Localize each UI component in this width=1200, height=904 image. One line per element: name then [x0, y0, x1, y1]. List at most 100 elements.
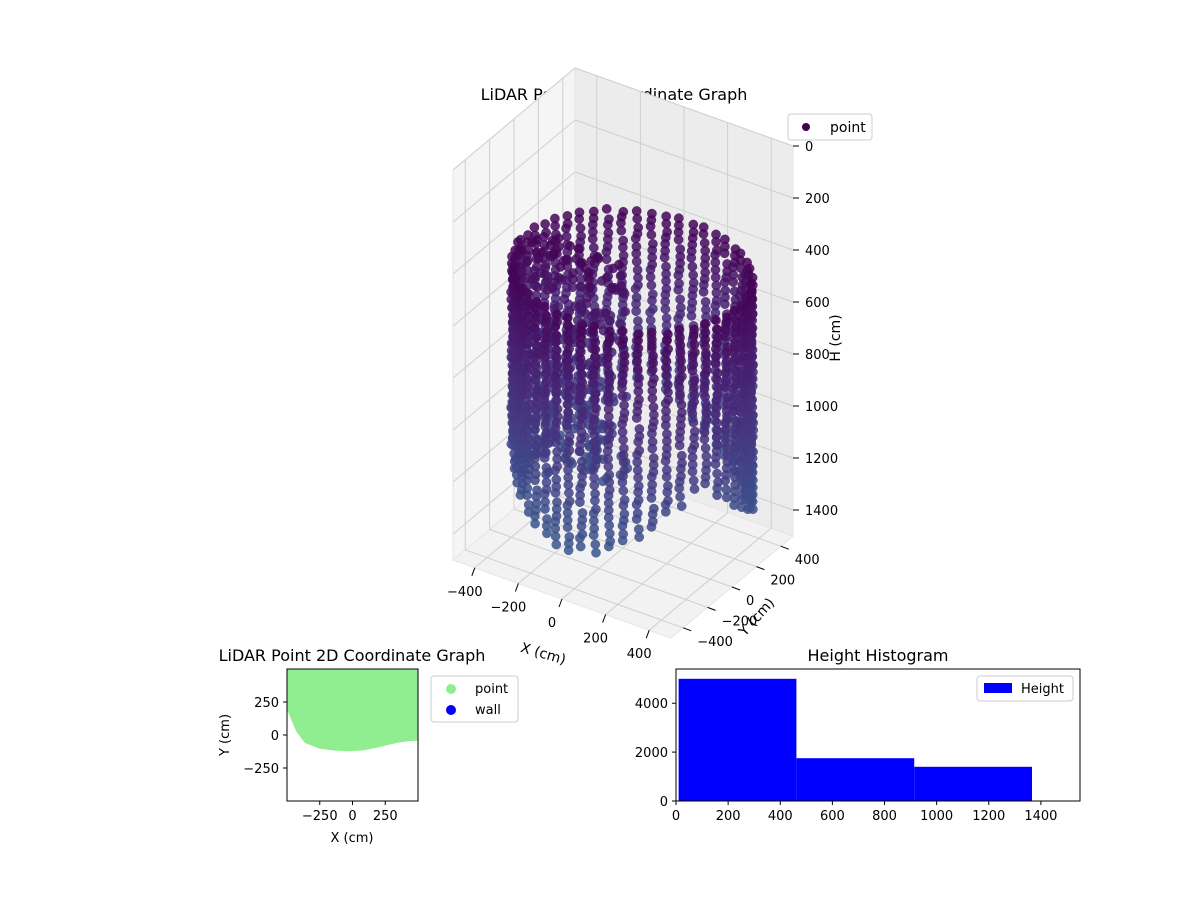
chart-3d-point: [540, 418, 551, 429]
chart-3d-point: [634, 373, 644, 383]
chart-3d-point: [531, 498, 542, 509]
chart-3d-point: [588, 227, 598, 237]
chart-2d-legend: point wall: [430, 675, 519, 723]
chart-3d-xtick-label: −200: [491, 600, 527, 615]
chart-3d-point: [577, 456, 587, 467]
chart-3d-point: [561, 254, 572, 265]
chart-3d-point: [688, 475, 699, 486]
chart-3d-point: [618, 435, 628, 445]
chart-3d-point: [577, 471, 587, 482]
chart-3d-point: [634, 431, 645, 442]
chart-3d-point: [589, 429, 600, 440]
chart-3d-point: [676, 471, 686, 482]
chart-3d-ytick-label: 400: [795, 553, 820, 568]
chart-2d-ticks: −250 0 250 −250 0 250: [243, 696, 397, 824]
chart-3d-legend-label-point: point: [830, 120, 866, 136]
chart-3d-point: [744, 263, 755, 274]
chart-3d-point: [547, 283, 558, 294]
chart-3d-point: [702, 365, 712, 376]
chart-3d-point: [597, 276, 607, 286]
chart-3d-point: [575, 541, 586, 552]
chart-3d-point: [522, 288, 532, 298]
chart-3d-point: [584, 267, 594, 278]
chart-3d-point: [575, 490, 585, 501]
chart-3d-point: [562, 515, 573, 526]
chart-3d-point: [661, 313, 672, 323]
chart-3d-point: [522, 339, 533, 350]
chart-3d-point: [564, 488, 574, 498]
chart-3d-point: [552, 461, 563, 472]
chart-3d-point: [523, 230, 533, 240]
histogram-bar: [914, 766, 1032, 801]
chart-3d-point: [660, 304, 671, 314]
chart-2d-point-region: [287, 669, 418, 752]
histogram-bars: [678, 678, 1032, 801]
chart-3d-point: [711, 351, 721, 362]
chart-3d-ztick-label: 0: [805, 140, 813, 155]
chart-3d-legend: point: [787, 113, 873, 141]
chart-3d-point: [648, 516, 658, 527]
chart-3d-point: [591, 504, 601, 515]
chart-3d-point: [737, 300, 747, 311]
chart-3d-point: [713, 332, 723, 343]
chart-3d-point: [677, 371, 687, 382]
chart-3d-zlabel: H (cm): [828, 314, 844, 361]
chart-3d-point: [618, 334, 629, 344]
chart-2d-xtick-label: 250: [373, 809, 398, 824]
chart-3d-point: [532, 297, 542, 308]
chart-3d-point: [589, 321, 600, 332]
chart-3d-point: [647, 208, 657, 219]
chart-3d-point: [618, 529, 629, 539]
chart-3d-point: [661, 406, 671, 416]
chart-3d-point: [564, 343, 574, 354]
chart-3d-xtick: [602, 614, 607, 623]
chart-3d-point: [522, 483, 533, 494]
chart-3d-point: [604, 419, 615, 430]
chart-3d-point: [673, 234, 684, 245]
chart-3d-point: [515, 403, 526, 414]
chart-3d-point: [561, 231, 572, 242]
chart-3d-point: [661, 507, 671, 517]
chart-3d-point: [575, 223, 586, 233]
chart-3d-point: [737, 452, 748, 463]
chart-3d-point: [618, 485, 629, 496]
chart-3d-point: [591, 547, 601, 558]
chart-3d-point: [603, 397, 614, 407]
chart-3d-point: [607, 283, 618, 294]
chart-3d-point: [551, 330, 562, 341]
chart-3d-point: [687, 261, 698, 272]
chart-3d-point: [577, 257, 587, 268]
chart-3d-point: [564, 445, 575, 456]
chart-3d-point: [674, 278, 684, 289]
chart-3d-point: [591, 454, 601, 464]
chart-3d-ztick-label: 200: [805, 192, 830, 207]
histogram-ytick-label: 2000: [635, 746, 668, 761]
chart-3d-point: [601, 204, 612, 214]
chart-3d-point: [555, 262, 566, 272]
chart-3d-ytick: [731, 586, 741, 591]
chart-2d-legend-label-wall: wall: [475, 703, 501, 718]
chart-3d-point: [633, 472, 643, 483]
chart-3d-point: [552, 367, 563, 378]
histogram-xtick-label: 200: [716, 809, 741, 824]
chart-3d-point: [550, 437, 561, 448]
chart-3d-point: [721, 433, 731, 444]
chart-3d-point: [575, 389, 586, 400]
chart-2d-xtick-label: 0: [348, 809, 356, 824]
chart-3d-point: [531, 469, 541, 480]
chart-3d-point: [618, 235, 629, 246]
chart-3d-point: [713, 477, 723, 487]
chart-3d-ticks: −400−2000200400−400−20002004000200400600…: [447, 140, 838, 662]
chart-3d-point: [647, 436, 658, 447]
chart-3d-point: [711, 295, 722, 306]
chart-3d-point: [552, 497, 562, 508]
chart-3d-point: [743, 359, 753, 370]
chart-3d-point: [731, 372, 741, 383]
chart-3d-point: [662, 436, 672, 447]
chart-3d-point: [722, 355, 732, 366]
chart-3d-point: [701, 415, 712, 426]
chart-3d-point: [661, 370, 671, 380]
chart-3d-point: [730, 465, 741, 476]
chart-3d-legend-box: [787, 113, 873, 141]
chart-2d-xtick-label: −250: [302, 809, 338, 824]
